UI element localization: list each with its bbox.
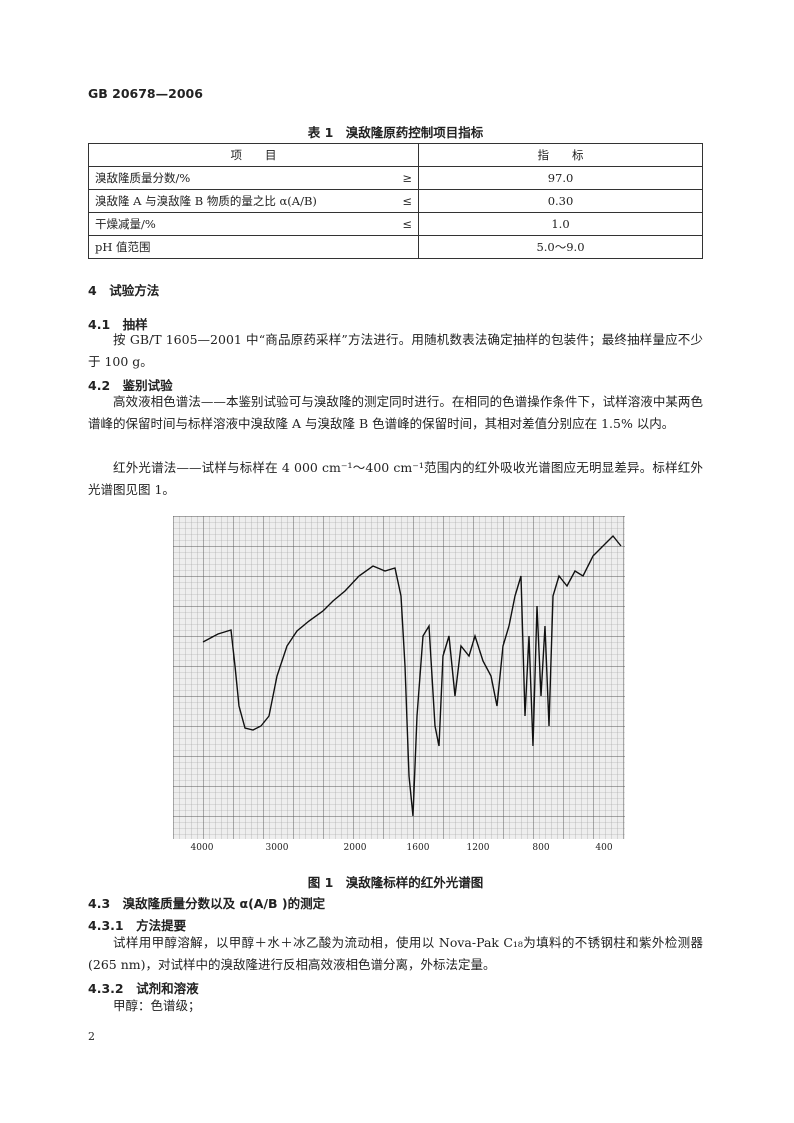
item-cell: 溴敌隆质量分数/%: [88, 166, 386, 190]
section-heading: 4.1 抽样: [88, 317, 148, 332]
paragraph: 红外光谱法——试样与标样在 4 000 cm⁻¹～400 cm⁻¹范围内的红外吸…: [88, 460, 703, 497]
x-tick-label: 2000: [343, 843, 367, 853]
section-heading: 4.3.1 方法提要: [88, 918, 187, 933]
spectrum-trace: [202, 534, 622, 817]
table-row: 溴敌隆质量分数/% ≥97.0: [88, 166, 703, 190]
ir-spectrum-image: [173, 516, 625, 839]
x-tick-label: 1600: [406, 843, 430, 853]
value-cell: 1.0: [418, 212, 703, 236]
standard-number: GB 20678—2006: [88, 86, 203, 101]
table-caption: 表 1 溴敌隆原药控制项目指标: [307, 125, 484, 140]
x-tick-label: 800: [532, 843, 550, 853]
x-tick-label: 400: [595, 843, 613, 853]
x-tick-label: 3000: [265, 843, 289, 853]
item-cell: pH 值范围: [88, 235, 386, 259]
column-header: 指 标: [418, 143, 703, 167]
x-tick-label: 4000: [190, 843, 214, 853]
paragraph: 甲醇：色谱级；: [113, 998, 201, 1013]
paragraph: 试样用甲醇溶解，以甲醇＋水＋冰乙酸为流动相，使用以 Nova-Pak C₁₈为填…: [88, 935, 703, 972]
grid: [173, 516, 625, 839]
table-row: 干燥减量/% ≤1.0: [88, 212, 703, 236]
page-number: 2: [88, 1030, 95, 1043]
operator-cell: ≥: [386, 166, 419, 190]
operator-cell: ≤: [386, 212, 419, 236]
spec-table: 项 目 指 标 溴敌隆质量分数/% ≥97.0 溴敌隆 A 与溴敌隆 B 物质的量…: [88, 143, 703, 259]
value-cell: 5.0～9.0: [418, 235, 703, 259]
table-row: 溴敌隆 A 与溴敌隆 B 物质的量之比 α(A/B) ≤0.30: [88, 189, 703, 213]
table-header-row: 项 目 指 标: [88, 143, 703, 167]
section-heading: 4.3 溴敌隆质量分数以及 α(A/B )的测定: [88, 896, 326, 911]
section-heading: 4 试验方法: [88, 283, 160, 298]
paragraph: 按 GB/T 1605—2001 中“商品原药采样”方法进行。用随机数表法确定抽…: [88, 332, 703, 369]
value-cell: 0.30: [418, 189, 703, 213]
item-cell: 干燥减量/%: [88, 212, 386, 236]
paragraph: 高效液相色谱法——本鉴别试验可与溴敌隆的测定同时进行。在相同的色谱操作条件下，试…: [88, 394, 703, 431]
table-row: pH 值范围 5.0～9.0: [88, 235, 703, 259]
column-header: 项 目: [88, 143, 419, 167]
value-cell: 97.0: [418, 166, 703, 190]
operator-cell: ≤: [386, 189, 419, 213]
item-cell: 溴敌隆 A 与溴敌隆 B 物质的量之比 α(A/B): [88, 189, 386, 213]
operator-cell: [386, 235, 419, 259]
figure-caption: 图 1 溴敌隆标样的红外光谱图: [307, 875, 484, 890]
x-tick-label: 1200: [466, 843, 490, 853]
section-heading: 4.3.2 试剂和溶液: [88, 981, 199, 996]
section-heading: 4.2 鉴别试验: [88, 378, 173, 393]
